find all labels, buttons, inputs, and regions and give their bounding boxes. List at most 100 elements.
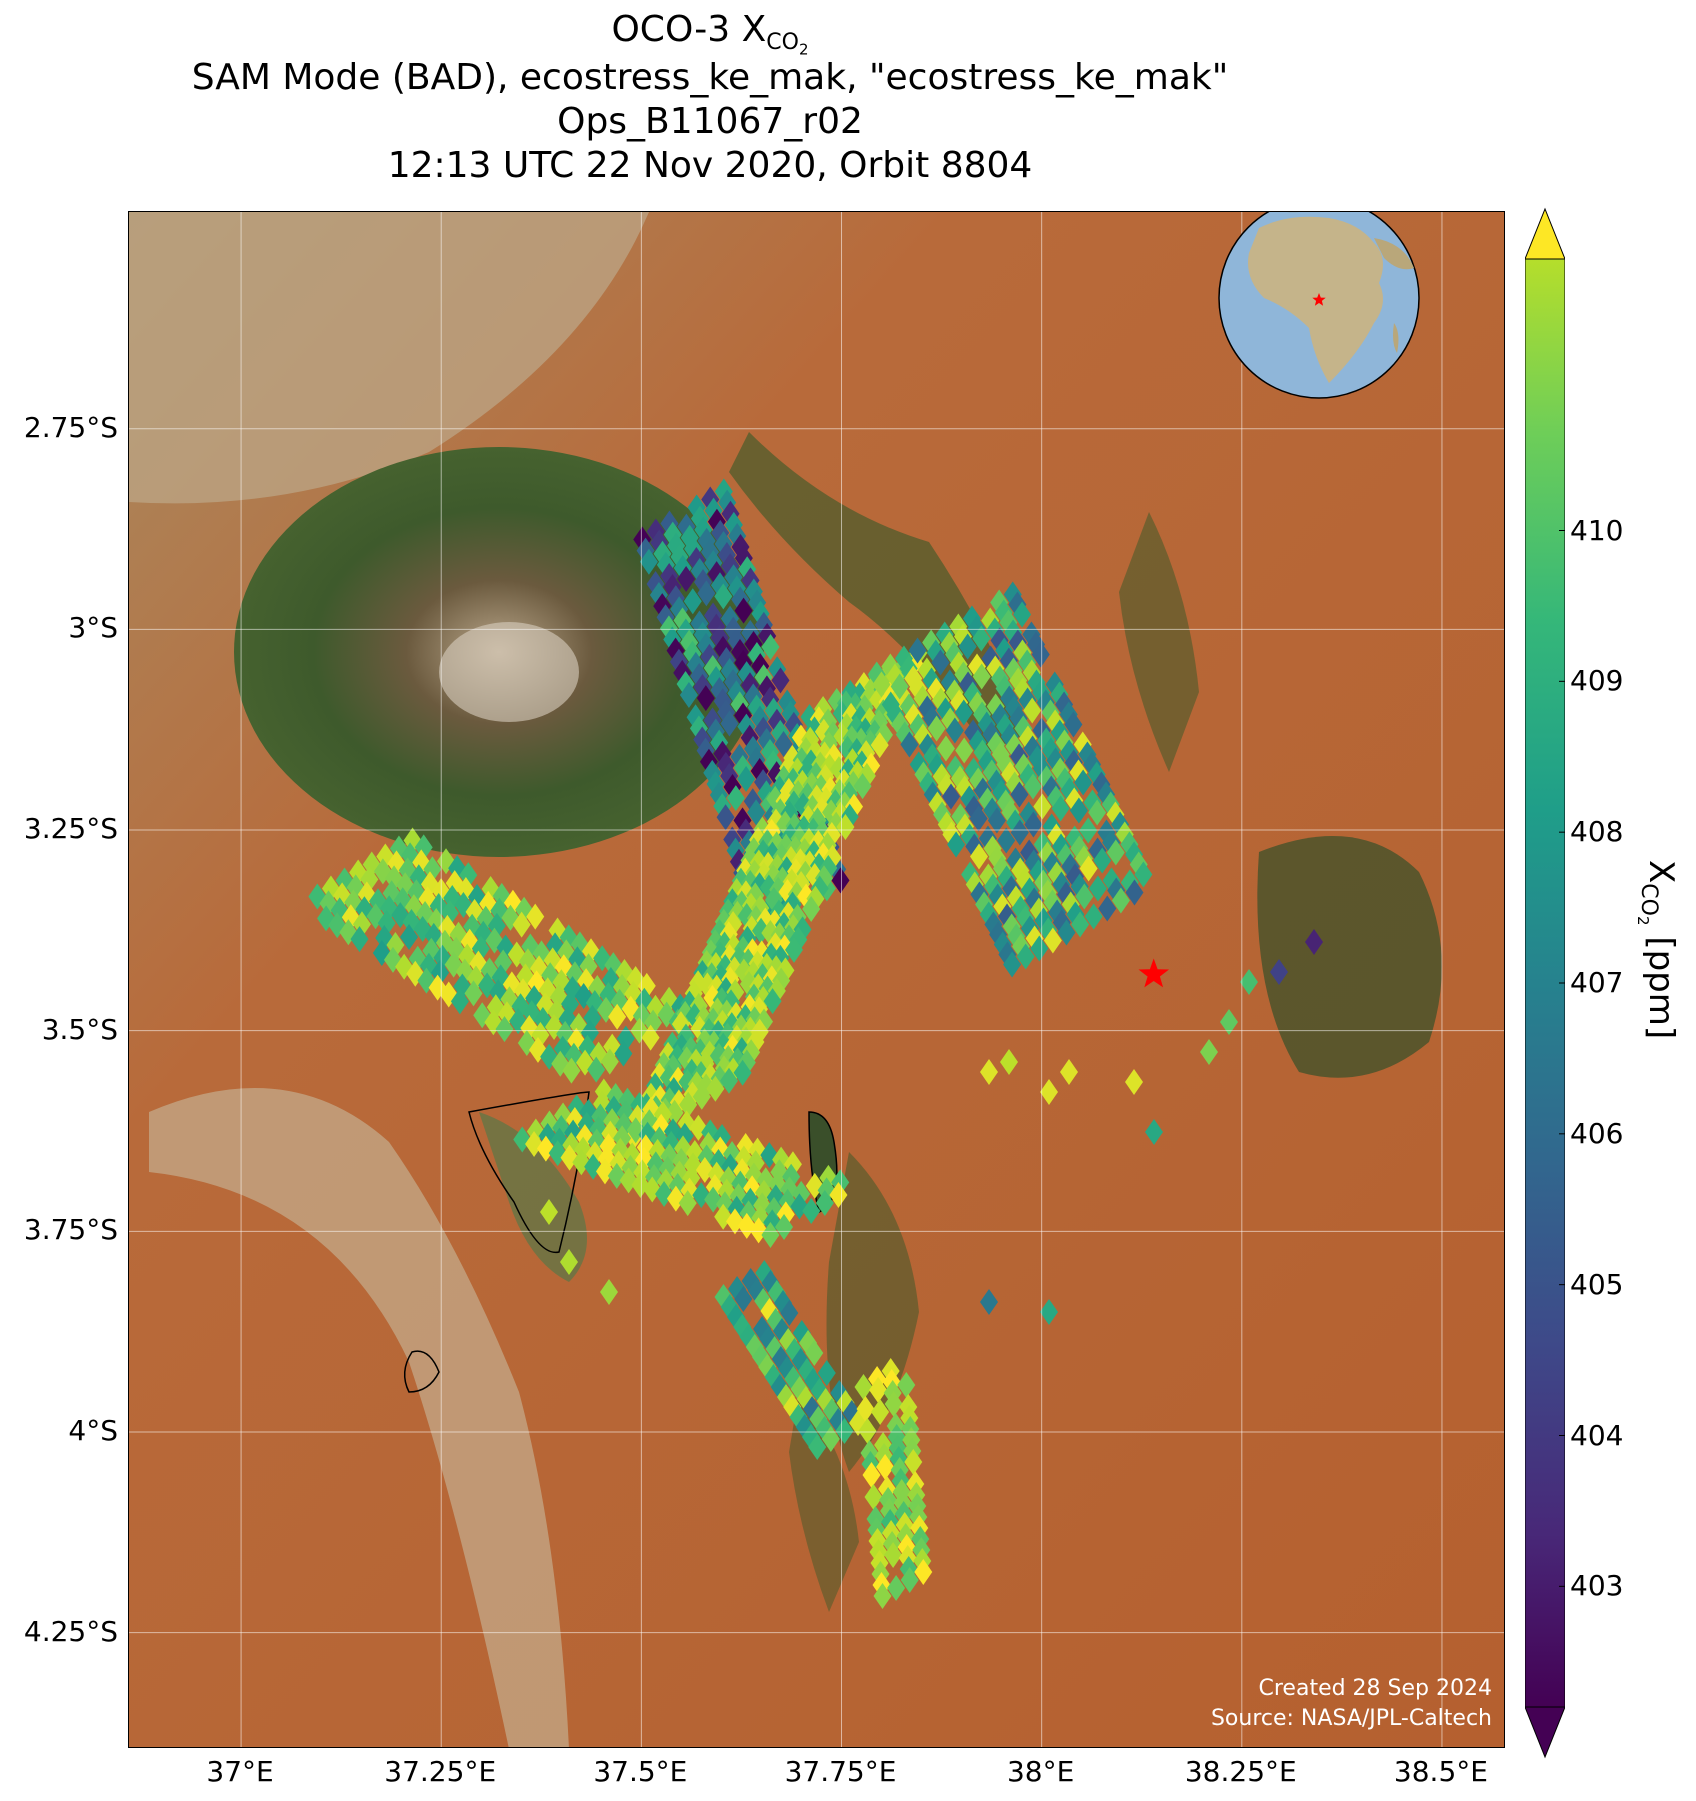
- sounding-cell: [593, 945, 612, 972]
- satellite-map: [129, 212, 1504, 1747]
- sounding-cell: [763, 988, 782, 1015]
- sounding-cell: [972, 625, 991, 652]
- sounding-cell: [1033, 793, 1052, 820]
- globe-star: [1312, 293, 1326, 306]
- sounding-cell: [1078, 741, 1097, 768]
- lake-outline-1: [468, 1091, 590, 1254]
- colorbar-tick-label: 403: [1570, 1569, 1624, 1603]
- sounding-cell: [1084, 903, 1103, 930]
- sounding-cell: [997, 827, 1016, 854]
- sounding-cell: [540, 1199, 558, 1225]
- sounding-cell: [509, 1008, 528, 1035]
- sounding-cell: [872, 671, 891, 698]
- sounding-cell: [464, 980, 483, 1007]
- sounding-cell: [871, 1399, 890, 1425]
- sounding-cell: [659, 615, 678, 642]
- sounding-cell: [645, 1163, 664, 1190]
- sounding-cell: [684, 535, 703, 562]
- sounding-cell: [1083, 789, 1102, 816]
- sounding-cell: [400, 923, 419, 950]
- sounding-cell: [717, 699, 736, 726]
- sounding-cell: [1025, 925, 1044, 952]
- sounding-cell: [685, 1139, 704, 1166]
- sounding-cell: [682, 1058, 701, 1085]
- sounding-cell: [904, 1449, 923, 1475]
- sounding-cell: [548, 1140, 567, 1167]
- sounding-cell: [526, 903, 545, 930]
- target-star-marker[interactable]: [1138, 958, 1170, 988]
- sounding-cell: [495, 1016, 514, 1043]
- sounding-cell: [658, 1155, 677, 1182]
- sounding-cell: [572, 1149, 591, 1176]
- sounding-cell: [727, 575, 746, 602]
- sounding-cell: [642, 1096, 661, 1123]
- arabia-landmass: [1374, 238, 1414, 270]
- sounding-cell: [1051, 795, 1070, 822]
- lon-tick-label: 37.25°E: [384, 1755, 497, 1788]
- sounding-cell: [1008, 591, 1027, 618]
- lat-tick-label: 2.75°S: [23, 410, 118, 444]
- map-panel[interactable]: Created 28 Sep 2024 Source: NASA/JPL-Cal…: [128, 211, 1505, 1748]
- target-star[interactable]: [1138, 958, 1170, 988]
- sounding-cell: [1003, 951, 1022, 978]
- sounding-cell: [1106, 801, 1125, 828]
- sounding-cell: [677, 566, 696, 593]
- sounding-cell: [972, 663, 991, 690]
- sounding-cell: [772, 1146, 791, 1173]
- colorbar-tick-label: 410: [1570, 513, 1624, 547]
- sounding-cell: [727, 1001, 746, 1028]
- sounding-cell: [711, 519, 730, 546]
- sounding-cell: [372, 939, 391, 966]
- colorbar-label: XCO2 [ppm]: [1634, 860, 1681, 1039]
- sounding-cell: [686, 651, 705, 678]
- colorbar: [1525, 207, 1565, 1759]
- sounding-cell: [1064, 711, 1083, 738]
- inset-globe: [1218, 212, 1420, 399]
- sounding-cell: [947, 831, 966, 858]
- sounding-cell: [775, 1213, 794, 1240]
- sounding-cell: [854, 1374, 873, 1400]
- map-title: OCO-3 XCO2: [0, 8, 1420, 72]
- lat-tick-label: 3°S: [68, 611, 118, 645]
- sounding-cell: [780, 1300, 799, 1326]
- sounding-cell: [733, 1059, 752, 1086]
- colorbar-tick-label: 409: [1570, 664, 1624, 698]
- sounding-cell: [1069, 797, 1088, 824]
- sounding-cell: [737, 766, 756, 793]
- sounding-cell: [958, 633, 977, 660]
- sounding-cell: [831, 1169, 850, 1196]
- sounding-cell: [869, 1377, 888, 1403]
- sounding-cell: [1125, 1069, 1143, 1095]
- sounding-cell: [1030, 935, 1049, 962]
- sounding-cell: [723, 1034, 742, 1061]
- sounding-cell: [1097, 819, 1116, 846]
- sounding-cell: [908, 637, 927, 664]
- sounding-cell: [600, 1279, 618, 1305]
- sounding-cell: [473, 1002, 492, 1029]
- sounding-cell: [730, 691, 749, 718]
- sounding-cell: [1145, 1119, 1163, 1145]
- sounding-cell: [656, 551, 675, 578]
- sounding-cell: [1120, 831, 1139, 858]
- sounding-cell: [696, 1050, 715, 1077]
- colorbar-max-extend: [1525, 207, 1565, 260]
- sounding-cell: [897, 1372, 916, 1398]
- sounding-cell: [969, 805, 988, 832]
- sounding-cell: [884, 1391, 903, 1417]
- sounding-cell: [701, 1119, 720, 1146]
- sounding-cell: [831, 867, 850, 894]
- madagascar-landmass: [1393, 323, 1399, 353]
- sounding-cell: [1006, 847, 1025, 874]
- sounding-cell: [1024, 773, 1043, 800]
- sounding-cell: [887, 1575, 906, 1601]
- sounding-cell: [1088, 837, 1107, 864]
- sounding-cell: [1043, 889, 1062, 916]
- lake-jipe-wetland: [479, 1112, 587, 1282]
- sounding-cell: [670, 543, 689, 570]
- sounding-cell: [808, 1434, 827, 1460]
- sounding-cell: [639, 548, 658, 575]
- sounding-cell: [350, 926, 369, 953]
- sounding-cell: [641, 1082, 660, 1109]
- sounding-cell: [790, 1193, 809, 1220]
- sounding-cell: [1043, 927, 1062, 954]
